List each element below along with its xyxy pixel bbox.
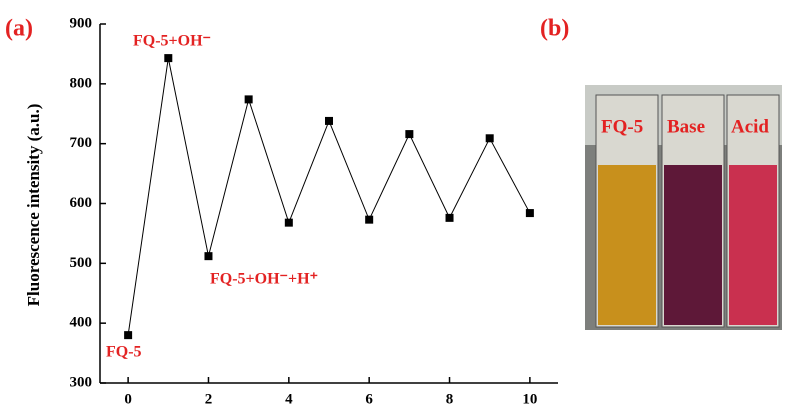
data-point — [405, 130, 413, 138]
y-tick-label: 900 — [70, 15, 93, 31]
y-axis-label: Fluorescence intensity (a.u.) — [24, 104, 43, 307]
data-point — [124, 331, 132, 339]
y-tick-label: 800 — [70, 75, 93, 91]
panel-label: (b) — [540, 16, 569, 42]
y-tick-label: 700 — [70, 135, 93, 151]
data-point — [285, 219, 293, 227]
data-point — [245, 95, 253, 103]
x-tick-label: 10 — [522, 391, 537, 407]
data-point — [204, 252, 212, 260]
data-point — [164, 54, 172, 62]
solution — [729, 165, 777, 325]
photo-label: Acid — [731, 116, 769, 137]
panel-label: (a) — [5, 16, 33, 42]
y-tick-label: 500 — [70, 255, 93, 271]
data-point — [486, 134, 494, 142]
photo: FQ-5 Base Acid — [585, 85, 782, 330]
data-point — [526, 209, 534, 217]
data-line — [128, 58, 530, 335]
data-point — [365, 216, 373, 224]
x-tick-label: 6 — [365, 391, 373, 407]
photo-label: Base — [667, 116, 705, 137]
x-tick-label: 4 — [285, 391, 293, 407]
annotation: FQ-5 — [106, 344, 142, 361]
solution — [664, 165, 722, 325]
annotation: FQ-5+OH⁻ — [133, 33, 211, 50]
figure: (a) (b) Fluorescence intensity (a.u.) FQ… — [0, 0, 787, 412]
y-tick-label: 400 — [70, 315, 93, 331]
y-tick-label: 600 — [70, 195, 93, 211]
x-tick-label: 2 — [205, 391, 213, 407]
data-point — [446, 214, 454, 222]
solution — [598, 165, 656, 325]
y-tick-label: 300 — [70, 374, 93, 390]
photo-label: FQ-5 — [601, 116, 643, 137]
annotation: FQ-5+OH⁻+H⁺ — [210, 271, 318, 288]
x-tick-label: 0 — [124, 391, 132, 407]
x-tick-label: 8 — [446, 391, 454, 407]
data-point — [325, 117, 333, 125]
